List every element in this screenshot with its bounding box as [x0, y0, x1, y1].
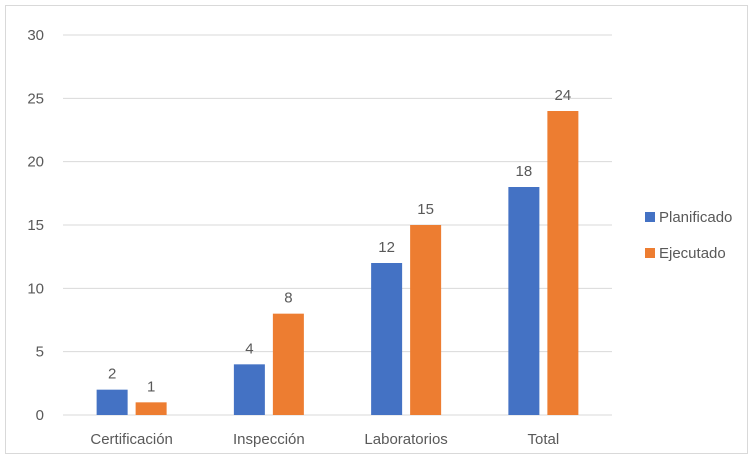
chart-frame: 0 5 10 15 20 25 30 2 1 4 8 12 15 18 24 Certificación I… — [5, 5, 748, 454]
y-tick-label: 0 — [36, 407, 44, 424]
y-tick-label: 30 — [27, 27, 44, 44]
data-label: 18 — [516, 163, 533, 180]
legend-label: Planificado — [659, 209, 732, 226]
bar-ejecutado-2 — [410, 225, 442, 415]
y-axis-tick-labels: 0 5 10 15 20 25 30 — [27, 27, 44, 424]
x-axis-tick-labels: Certificación Inspección Laboratorios Total — [90, 431, 559, 448]
data-label: 15 — [417, 201, 434, 218]
x-tick-label: Inspección — [233, 431, 305, 448]
legend: Planificado Ejecutado — [645, 209, 732, 262]
bar-ejecutado-3 — [547, 111, 579, 415]
x-tick-label: Total — [528, 431, 560, 448]
y-tick-label: 10 — [27, 280, 44, 297]
bar-chart: 0 5 10 15 20 25 30 2 1 4 8 12 15 18 24 Certificación I… — [27, 27, 732, 448]
y-tick-label: 25 — [27, 90, 44, 107]
bar-planificado-0 — [96, 389, 128, 415]
legend-label: Ejecutado — [659, 245, 726, 262]
legend-swatch — [645, 212, 655, 222]
x-tick-label: Laboratorios — [364, 431, 447, 448]
legend-swatch — [645, 248, 655, 258]
y-tick-label: 20 — [27, 154, 44, 171]
data-label: 8 — [284, 290, 292, 307]
data-label: 2 — [108, 366, 116, 383]
x-tick-label: Certificación — [90, 431, 173, 448]
y-tick-label: 15 — [27, 217, 44, 234]
data-label: 12 — [378, 239, 395, 256]
bar-ejecutado-1 — [272, 313, 304, 415]
y-tick-label: 5 — [36, 344, 44, 361]
data-label: 24 — [555, 87, 572, 104]
bars — [96, 111, 579, 415]
data-label: 1 — [147, 378, 155, 395]
bar-ejecutado-0 — [135, 402, 167, 415]
bar-planificado-3 — [508, 187, 540, 415]
data-labels: 2 1 4 8 12 15 18 24 — [108, 87, 571, 395]
data-label: 4 — [245, 340, 253, 357]
gridlines — [63, 34, 612, 416]
bar-planificado-1 — [233, 364, 265, 415]
bar-planificado-2 — [371, 263, 403, 415]
